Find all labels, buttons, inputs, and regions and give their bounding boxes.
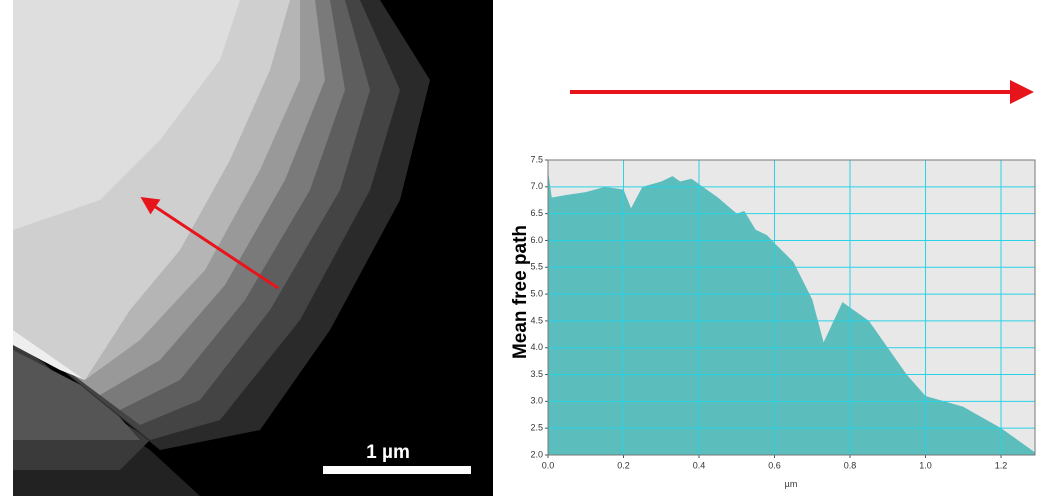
area bbox=[548, 170, 1035, 455]
y-tick-label: 7.5 bbox=[530, 154, 543, 164]
plot-frame bbox=[547, 159, 1036, 456]
x-tick-label: 1.0 bbox=[919, 460, 932, 470]
x-tick-label: 0.4 bbox=[693, 460, 706, 470]
y-tick-label: 3.5 bbox=[530, 369, 543, 379]
x-tick-label: 0.6 bbox=[768, 460, 781, 470]
y-tick-label: 5.5 bbox=[530, 262, 543, 272]
x-tick-label: 1.2 bbox=[995, 460, 1008, 470]
y-tick-label: 6.0 bbox=[530, 235, 543, 245]
scale-bar-label: 1 µm bbox=[366, 442, 410, 463]
y-tick-label: 2.0 bbox=[530, 449, 543, 459]
y-tick-label: 5.0 bbox=[530, 288, 543, 298]
y-tick-label: 6.5 bbox=[530, 208, 543, 218]
y-tick-label: 2.5 bbox=[530, 423, 543, 433]
y-axis-label: Mean free path bbox=[510, 225, 531, 359]
y-tick-label: 7.0 bbox=[530, 181, 543, 191]
x-tick-label: 0.8 bbox=[844, 460, 857, 470]
micrograph: 1 µm bbox=[13, 0, 493, 496]
x-axis-label: µm bbox=[785, 479, 798, 489]
chart: Mean free path µm 2.0 2.5 3.0 3.5 4.0 4.5 5.0 5… bbox=[510, 154, 1036, 489]
y-tick-label: 4.0 bbox=[530, 342, 543, 352]
x-tick-label: 0.2 bbox=[617, 460, 630, 470]
y-tick-label: 4.5 bbox=[530, 315, 543, 325]
y-tick-label: 3.0 bbox=[530, 396, 543, 406]
x-tick-label: 0.0 bbox=[542, 460, 555, 470]
